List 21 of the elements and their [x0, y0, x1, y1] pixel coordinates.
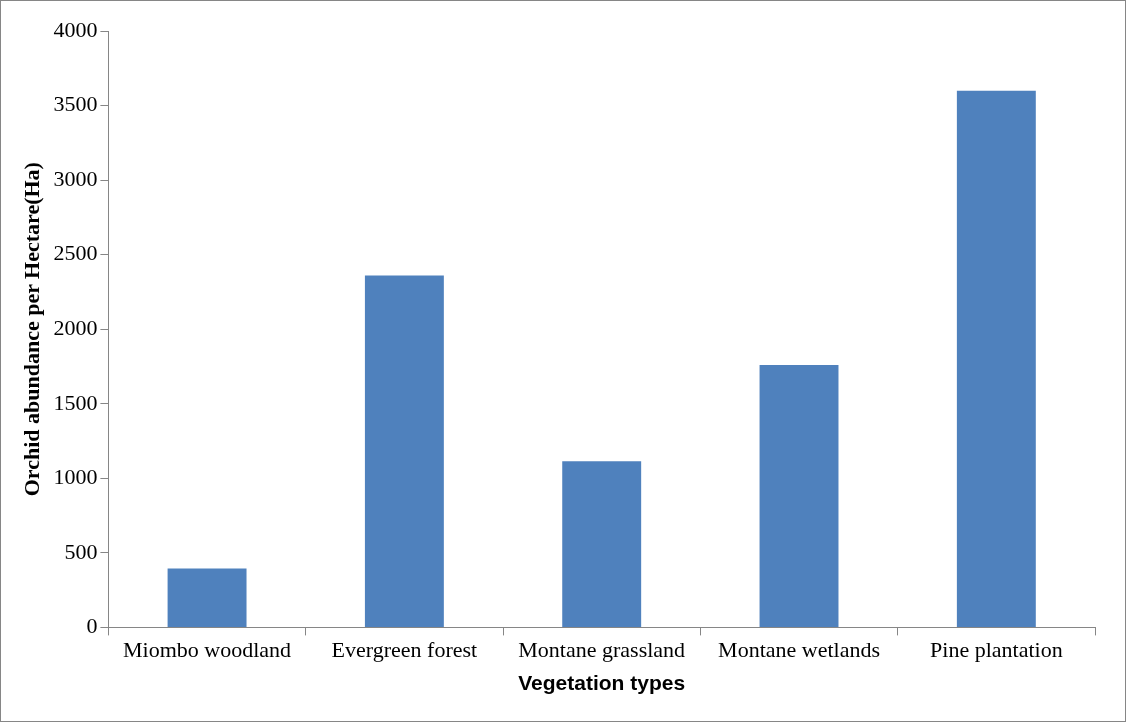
bar: [167, 568, 247, 627]
y-tick-label: 2500: [53, 240, 98, 266]
bar: [364, 275, 444, 627]
y-tick-label: 1500: [53, 389, 98, 415]
y-tick-label: 1000: [53, 464, 98, 490]
x-axis-title: Vegetation types: [518, 671, 686, 695]
y-tick-label: 0: [86, 613, 98, 639]
bar: [956, 90, 1036, 627]
bar: [562, 461, 642, 627]
y-tick-label: 2000: [53, 314, 98, 340]
y-axis-title: Orchid abundance per Hectare(Ha): [18, 162, 44, 497]
y-tick-label: 3500: [53, 91, 98, 117]
x-tick-label: Montane wetlands: [718, 637, 880, 663]
bar: [759, 364, 839, 627]
y-tick-label: 3000: [53, 165, 98, 191]
y-tick-label: 4000: [53, 16, 98, 42]
x-tick-label: Evergreen forest: [331, 637, 478, 663]
y-tick-label: 500: [64, 538, 98, 564]
x-tick-label: Pine plantation: [930, 637, 1063, 663]
x-tick-label: Miombo woodland: [123, 637, 292, 663]
x-tick-label: Montane grassland: [518, 637, 686, 663]
